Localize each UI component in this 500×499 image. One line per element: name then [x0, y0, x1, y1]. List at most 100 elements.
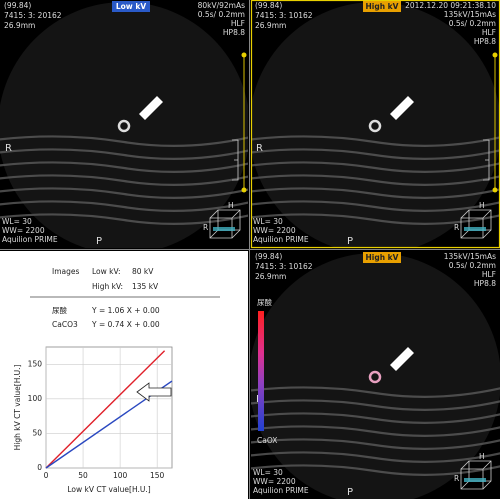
- tissue-stripe: [0, 200, 248, 212]
- scan-field: [0, 2, 248, 248]
- tissue-stripe: [251, 399, 500, 411]
- badge-label: High kV: [366, 253, 399, 262]
- overlay-text: WL= 30: [253, 217, 283, 226]
- orientation-cube: [460, 209, 492, 239]
- pointer-arrow: [136, 382, 172, 402]
- y-tick-label: 100: [28, 394, 43, 403]
- arrow: [383, 96, 414, 120]
- tissue-stripe: [251, 425, 500, 437]
- overlay-text: (99.84): [255, 252, 282, 261]
- scale-ticks: [232, 139, 239, 181]
- colorbar: [258, 311, 264, 431]
- badge-label: Low kV: [116, 2, 146, 11]
- overlay-text: Aquilion PRIME: [2, 235, 58, 244]
- cube-label: R: [454, 474, 459, 483]
- summary-label: High kV:: [92, 282, 123, 291]
- scan-field: [251, 253, 500, 499]
- cube-plane: [213, 227, 235, 231]
- overlay-text: HLF: [482, 28, 496, 37]
- colorbar-label: CaOX: [257, 436, 277, 445]
- overlay-text: 26.9mm: [255, 272, 286, 281]
- orientation-label: R: [256, 143, 263, 154]
- badge-label: High kV: [366, 2, 399, 11]
- overlay-text: 135kV/15mAs: [444, 10, 496, 19]
- overlay-text: 26.9mm: [4, 21, 35, 30]
- orientation-label: P: [96, 236, 102, 247]
- summary-value: 135 kV: [132, 282, 159, 291]
- overlay-text: 2012.12.20 09:21:38.10: [405, 1, 496, 10]
- overlay-text: 80kV/92mAs: [198, 1, 246, 10]
- overlay-text: 0.5s/ 0.2mm: [449, 261, 496, 270]
- cube-plane: [464, 227, 486, 231]
- stone: [368, 119, 382, 133]
- image-panel: [0, 2, 248, 248]
- tissue-stripe: [251, 187, 500, 199]
- overlay-text: HLF: [482, 270, 496, 279]
- arrow: [383, 347, 414, 371]
- tissue-stripe: [251, 464, 500, 476]
- orientation-label: R: [5, 143, 12, 154]
- summary-label: Low kV:: [92, 267, 121, 276]
- tissue-stripe: [0, 174, 248, 186]
- tissue-stripe: [251, 148, 500, 160]
- y-axis-label: High kV CT value[H.U.]: [13, 365, 22, 451]
- overlay-text: HP8.8: [474, 37, 496, 46]
- overlay-text: HP8.8: [223, 28, 245, 37]
- orientation-label: P: [347, 487, 353, 498]
- overlay-text: (99.84): [4, 1, 31, 10]
- tissue-stripe: [0, 148, 248, 160]
- tissue-stripe: [0, 161, 248, 173]
- tissue-stripe: [251, 200, 500, 212]
- tissue-stripe: [0, 187, 248, 199]
- tissue-stripe: [251, 135, 500, 147]
- overlay-text: HP8.8: [474, 279, 496, 288]
- arrow: [132, 96, 163, 120]
- x-tick-label: 0: [44, 471, 49, 480]
- cube-label: R: [203, 223, 208, 232]
- y-tick-label: 150: [28, 359, 43, 368]
- tissue-stripe: [251, 412, 500, 424]
- scale-dot: [492, 52, 498, 58]
- x-tick-label: 100: [113, 471, 128, 480]
- overlay-text: Aquilion PRIME: [253, 486, 309, 495]
- image-panel: [251, 253, 500, 499]
- stone: [368, 370, 382, 384]
- cube-plane: [464, 478, 486, 482]
- overlay-text: 7415: 3: 10162: [255, 262, 313, 271]
- overlay-text: Aquilion PRIME: [253, 235, 309, 244]
- overlay-text: WW= 2200: [253, 477, 296, 486]
- orientation-cube: [460, 460, 492, 490]
- overlay-text: (99.84): [255, 1, 282, 10]
- x-tick-label: 150: [150, 471, 165, 480]
- overlay-text: HLF: [231, 19, 245, 28]
- overlay-text: WW= 2200: [253, 226, 296, 235]
- scan-field: [251, 2, 500, 248]
- x-axis-label: Low kV CT value[H.U.]: [67, 485, 150, 494]
- series-badge: [112, 1, 150, 12]
- y-tick-label: 50: [32, 428, 42, 437]
- summary-label: Images: [52, 267, 79, 276]
- overlay-text: 0.5s/ 0.2mm: [198, 10, 245, 19]
- scale-ticks: [483, 139, 490, 181]
- equation-name: CaCO3: [52, 320, 78, 329]
- equation: Y = 0.74 X + 0.00: [91, 320, 160, 329]
- series-line: [45, 350, 166, 469]
- tissue-stripe: [251, 451, 500, 463]
- series-badge: [363, 252, 401, 263]
- tissue-stripe: [251, 213, 500, 225]
- y-tick-label: 0: [37, 463, 42, 472]
- orientation-cube: [209, 209, 241, 239]
- equation-name: 尿酸: [52, 305, 67, 315]
- overlay-text: 135kV/15mAs: [444, 252, 496, 261]
- overlay-text: 7415: 3: 20162: [4, 11, 62, 20]
- overlay-text: WL= 30: [253, 468, 283, 477]
- tissue-stripe: [251, 438, 500, 450]
- scale-dot: [241, 187, 247, 193]
- orientation-label: P: [347, 236, 353, 247]
- equation: Y = 1.06 X + 0.00: [91, 306, 160, 315]
- tissue-stripe: [0, 213, 248, 225]
- scale-dot: [492, 187, 498, 193]
- cube-label: H: [479, 201, 485, 210]
- tissue-stripe: [251, 386, 500, 398]
